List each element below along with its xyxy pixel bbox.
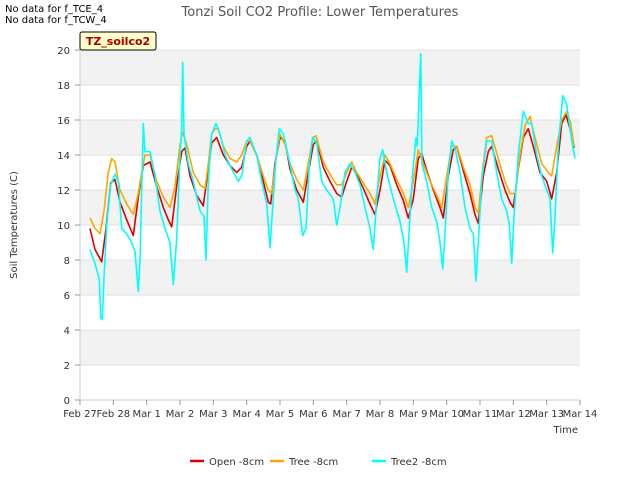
x-tick-label: Mar 6: [299, 409, 327, 420]
x-tick-label: Mar 10: [429, 409, 464, 420]
y-tick-label: 16: [57, 116, 70, 127]
legend-tag-label: TZ_soilco2: [86, 35, 150, 48]
grid-band: [80, 260, 580, 295]
y-tick-label: 8: [64, 256, 70, 267]
x-tick-label: Mar 5: [266, 409, 294, 420]
x-tick-label: Mar 13: [529, 409, 564, 420]
legend-tag-box: [79, 31, 157, 51]
y-tick-label: 4: [64, 326, 70, 337]
legend-label-1: Open -8cm: [209, 457, 264, 468]
y-tick-label: 14: [57, 151, 70, 162]
y-tick-label: 10: [57, 221, 70, 232]
x-tick-label: Mar 7: [332, 409, 360, 420]
x-axis-label: Time: [553, 425, 578, 436]
y-axis-label: Soil Temperatures (C): [9, 171, 20, 279]
series-line-2: [89, 110, 575, 235]
y-tick-label: 2: [64, 361, 70, 372]
no-data-note-tcw: No data for f_TCW_4: [5, 15, 107, 26]
x-tick-label: Mar 1: [132, 409, 160, 420]
x-tick-label: Mar 4: [232, 409, 260, 420]
x-tick-label: Mar 3: [199, 409, 227, 420]
chart-title: Tonzi Soil CO2 Profile: Lower Temperatur…: [181, 5, 459, 20]
x-tick-label: Mar 14: [563, 409, 598, 420]
x-tick-label: Mar 8: [366, 409, 394, 420]
grid-band: [80, 330, 580, 365]
y-tick-label: 0: [64, 396, 70, 407]
x-tick-label: Mar 2: [166, 409, 194, 420]
y-tick-label: 6: [64, 291, 70, 302]
y-tick-label: 20: [57, 46, 70, 57]
x-tick-label: Mar 11: [463, 409, 498, 420]
series-line-3: [89, 52, 576, 321]
x-tick-label: Mar 12: [496, 409, 531, 420]
x-tick-label: Mar 9: [399, 409, 427, 420]
x-tick-label: Feb 28: [97, 409, 131, 420]
grid-band: [80, 50, 580, 85]
grid-band: [80, 120, 580, 155]
y-tick-label: 18: [57, 81, 70, 92]
y-tick-label: 12: [57, 186, 70, 197]
legend-label-3: Tree2 -8cm: [390, 457, 447, 468]
legend-label-2: Tree -8cm: [288, 457, 338, 468]
series-line-1: [89, 114, 575, 263]
no-data-note-tce: No data for f_TCE_4: [5, 4, 104, 15]
x-tick-label: Feb 27: [63, 409, 97, 420]
